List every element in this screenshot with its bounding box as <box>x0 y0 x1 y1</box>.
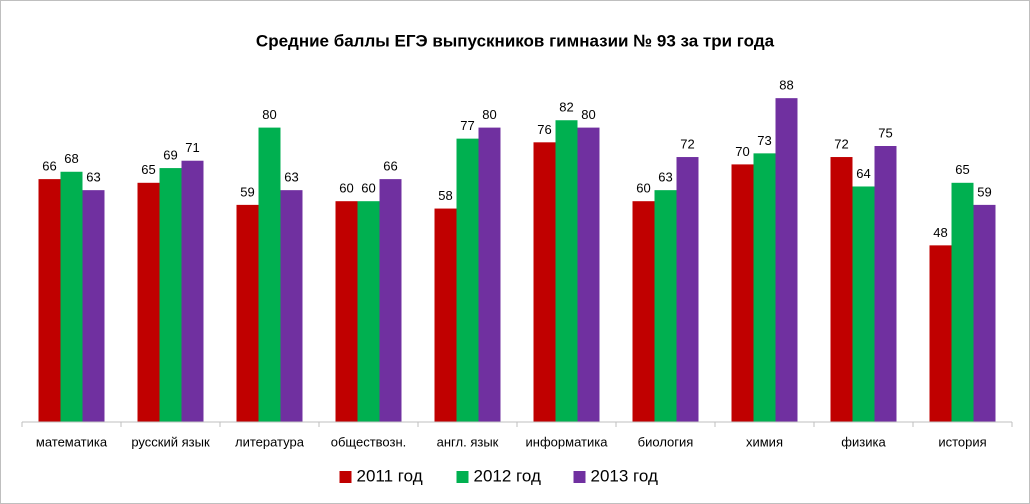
data-label: 68 <box>64 151 78 166</box>
bar <box>731 164 754 422</box>
bar <box>632 201 655 422</box>
data-label: 66 <box>42 159 56 174</box>
bar <box>478 127 501 422</box>
legend-swatch <box>339 471 352 483</box>
bar <box>929 245 952 422</box>
data-label: 77 <box>460 118 474 133</box>
data-label: 63 <box>658 170 672 185</box>
bar <box>874 146 897 422</box>
data-label: 72 <box>680 136 694 151</box>
bar <box>137 182 160 422</box>
data-label: 66 <box>383 159 397 174</box>
data-label: 65 <box>141 162 155 177</box>
bar <box>379 179 402 422</box>
bar <box>434 208 457 422</box>
bar <box>236 204 259 422</box>
data-label: 59 <box>240 184 254 199</box>
bar <box>533 142 556 422</box>
x-tick-label: физика <box>841 434 886 449</box>
x-tick-label: обществозн. <box>331 434 407 449</box>
x-tick-label: биология <box>638 434 694 449</box>
legend-label: 2012 год <box>474 466 541 485</box>
data-label: 63 <box>86 170 100 185</box>
bar <box>775 98 798 422</box>
data-label: 63 <box>284 170 298 185</box>
bar <box>159 168 182 422</box>
data-label: 60 <box>361 181 375 196</box>
data-label: 71 <box>185 140 199 155</box>
chart-title: Средние баллы ЕГЭ выпускников гимназии №… <box>256 31 775 50</box>
data-label: 76 <box>537 122 551 137</box>
bar <box>973 204 996 422</box>
bar <box>335 201 358 422</box>
data-label: 80 <box>262 107 276 122</box>
data-label: 59 <box>977 184 991 199</box>
bar <box>82 190 105 422</box>
bar <box>753 153 776 423</box>
bar <box>456 138 479 422</box>
data-label: 73 <box>757 133 771 148</box>
data-label: 65 <box>955 162 969 177</box>
data-label: 80 <box>581 107 595 122</box>
data-label: 48 <box>933 225 947 240</box>
bar <box>852 186 875 422</box>
x-tick-label: русский язык <box>131 434 210 449</box>
bar <box>951 182 974 422</box>
bar <box>654 190 677 422</box>
bar <box>280 190 303 422</box>
bar <box>830 157 853 423</box>
bar <box>258 127 281 422</box>
data-label: 82 <box>559 100 573 115</box>
bar <box>555 120 578 423</box>
bar <box>181 160 204 422</box>
bar <box>357 201 380 422</box>
data-label: 64 <box>856 166 870 181</box>
data-label: 70 <box>735 144 749 159</box>
x-tick-label: химия <box>746 434 783 449</box>
bar <box>38 179 61 422</box>
x-tick-label: математика <box>36 434 108 449</box>
bar <box>577 127 600 422</box>
bar <box>60 171 83 422</box>
legend-swatch <box>456 471 469 483</box>
x-tick-label: англ. язык <box>437 434 499 449</box>
x-tick-label: информатика <box>526 434 609 449</box>
data-label: 75 <box>878 125 892 140</box>
bar <box>676 157 699 423</box>
data-label: 60 <box>339 181 353 196</box>
legend-label: 2013 год <box>591 466 658 485</box>
data-label: 72 <box>834 136 848 151</box>
data-label: 80 <box>482 107 496 122</box>
x-tick-label: литература <box>235 434 305 449</box>
data-label: 60 <box>636 181 650 196</box>
data-label: 58 <box>438 188 452 203</box>
data-label: 88 <box>779 78 793 93</box>
x-tick-label: история <box>938 434 986 449</box>
data-label: 69 <box>163 148 177 163</box>
legend-label: 2011 год <box>357 466 423 485</box>
legend-swatch <box>573 471 586 483</box>
